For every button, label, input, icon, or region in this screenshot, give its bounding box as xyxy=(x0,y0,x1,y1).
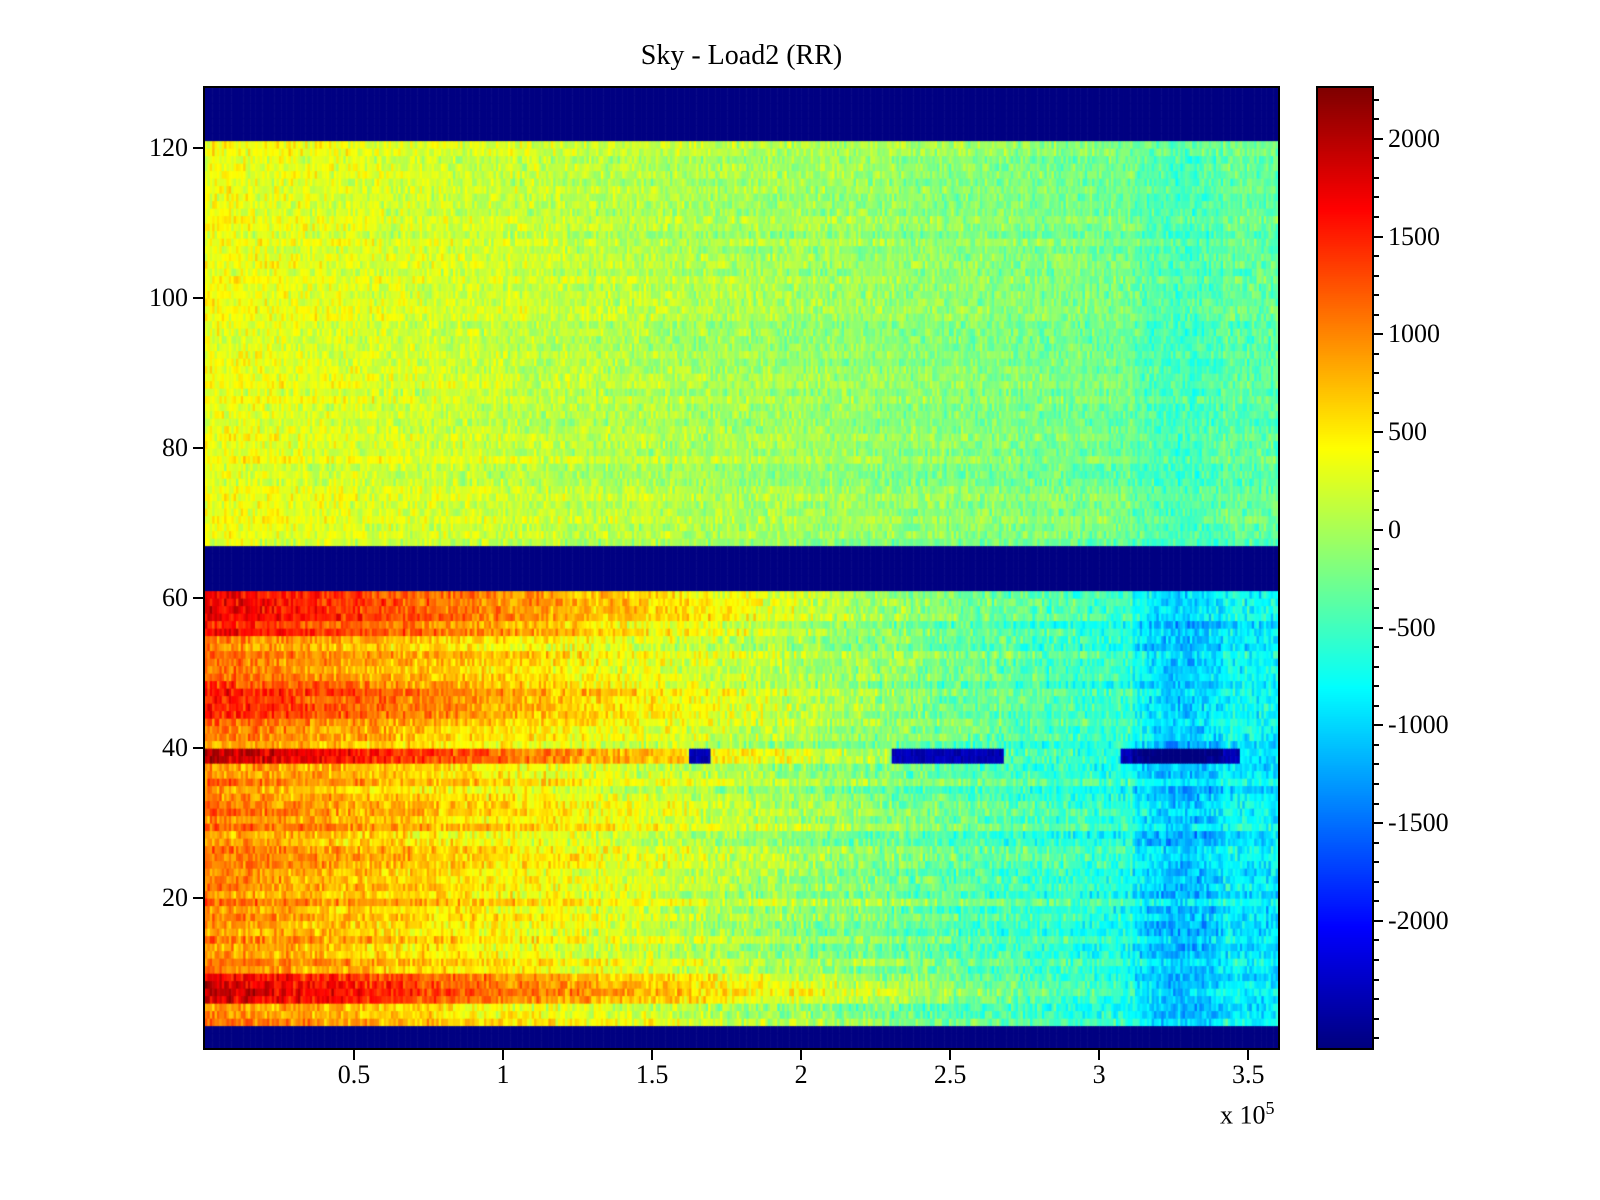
colorbar-minor-tick xyxy=(1374,587,1379,590)
x-tick-mark xyxy=(1098,1050,1101,1060)
x-tick-mark xyxy=(949,1050,952,1060)
x-tick-label: 2.5 xyxy=(933,1060,967,1089)
x-tick-label: 1.5 xyxy=(635,1060,669,1089)
colorbar-minor-tick xyxy=(1374,411,1379,414)
colorbar-minor-tick xyxy=(1374,607,1379,610)
y-tick-label: 20 xyxy=(162,883,188,912)
x-tick-label: 1 xyxy=(496,1060,510,1089)
y-tick-mark xyxy=(193,747,203,749)
colorbar-tick-label: 1500 xyxy=(1388,221,1440,251)
colorbar-major-tick xyxy=(1374,137,1383,140)
x-tick-mark xyxy=(800,1050,803,1060)
colorbar-minor-tick xyxy=(1374,841,1379,844)
chart-title: Sky - Load2 (RR) xyxy=(640,40,843,71)
colorbar-tick-label: 1000 xyxy=(1388,319,1440,349)
y-tick-label: 120 xyxy=(149,133,188,162)
colorbar-minor-tick xyxy=(1374,802,1379,805)
x-tick-label: 3.5 xyxy=(1231,1060,1265,1089)
colorbar-major-tick xyxy=(1374,235,1383,238)
colorbar-minor-tick xyxy=(1374,176,1379,179)
y-tick-mark xyxy=(193,147,203,149)
colorbar-minor-tick xyxy=(1374,372,1379,375)
colorbar-minor-tick xyxy=(1374,783,1379,786)
colorbar-minor-tick xyxy=(1374,216,1379,219)
colorbar-tick-label: 2000 xyxy=(1388,123,1440,153)
colorbar-minor-tick xyxy=(1374,685,1379,688)
colorbar-minor-tick xyxy=(1374,392,1379,394)
x-axis-exponent-label: x 105 xyxy=(1220,1098,1275,1131)
colorbar-major-tick xyxy=(1374,724,1383,727)
colorbar-tick-label: -1000 xyxy=(1388,710,1449,740)
x-offset-exponent: 5 xyxy=(1265,1098,1275,1118)
x-tick-mark xyxy=(1247,1050,1250,1060)
y-tick-label: 40 xyxy=(162,733,188,762)
colorbar-minor-tick xyxy=(1374,509,1379,512)
plot-border xyxy=(203,86,1280,1050)
colorbar-major-tick xyxy=(1374,431,1383,434)
colorbar-minor-tick xyxy=(1374,255,1379,258)
colorbar-gradient xyxy=(1318,88,1372,1048)
heatmap-canvas xyxy=(205,88,1278,1048)
colorbar-minor-tick xyxy=(1374,294,1379,297)
x-tick-label: 3 xyxy=(1092,1060,1106,1089)
colorbar-major-tick xyxy=(1374,528,1383,531)
colorbar-major-tick xyxy=(1374,822,1383,825)
colorbar-minor-tick xyxy=(1374,98,1379,101)
x-tick-label: 2 xyxy=(794,1060,808,1089)
colorbar-minor-tick xyxy=(1374,567,1379,570)
colorbar-minor-tick xyxy=(1374,1037,1379,1040)
colorbar-minor-tick xyxy=(1374,274,1379,277)
colorbar-tick-label: 500 xyxy=(1388,417,1427,447)
colorbar-border xyxy=(1316,86,1374,1050)
y-tick-mark xyxy=(193,897,203,899)
colorbar-minor-tick xyxy=(1374,861,1379,864)
colorbar-minor-tick xyxy=(1374,646,1379,649)
colorbar-tick-label: -2000 xyxy=(1388,905,1449,935)
y-tick-mark xyxy=(193,297,203,299)
colorbar-minor-tick xyxy=(1374,450,1379,453)
colorbar-minor-tick xyxy=(1374,196,1379,199)
colorbar-minor-tick xyxy=(1374,1017,1379,1020)
x-tick-mark xyxy=(651,1050,654,1060)
colorbar-tick-label: -500 xyxy=(1388,612,1436,642)
colorbar-minor-tick xyxy=(1374,352,1379,355)
x-tick-mark xyxy=(502,1050,505,1060)
x-tick-mark xyxy=(353,1050,356,1060)
colorbar-minor-tick xyxy=(1374,900,1379,903)
colorbar-minor-tick xyxy=(1374,665,1379,668)
colorbar-major-tick xyxy=(1374,919,1383,922)
y-tick-label: 60 xyxy=(162,583,188,612)
x-tick-label: 0.5 xyxy=(337,1060,371,1089)
colorbar-minor-tick xyxy=(1374,939,1379,942)
x-offset-prefix: x 10 xyxy=(1220,1100,1266,1130)
colorbar-tick-label: 0 xyxy=(1388,514,1401,544)
colorbar-minor-tick xyxy=(1374,118,1379,121)
colorbar-minor-tick xyxy=(1374,880,1379,883)
colorbar-minor-tick xyxy=(1374,313,1379,316)
colorbar-minor-tick xyxy=(1374,998,1379,1001)
colorbar-minor-tick xyxy=(1374,763,1379,766)
colorbar-major-tick xyxy=(1374,626,1383,629)
colorbar-tick-label: -1500 xyxy=(1388,808,1449,838)
y-tick-label: 80 xyxy=(162,433,188,462)
colorbar-major-tick xyxy=(1374,333,1383,336)
colorbar-minor-tick xyxy=(1374,704,1379,707)
colorbar-minor-tick xyxy=(1374,743,1379,746)
y-tick-mark xyxy=(193,447,203,449)
colorbar-minor-tick xyxy=(1374,157,1379,160)
colorbar-minor-tick xyxy=(1374,978,1379,981)
colorbar-minor-tick xyxy=(1374,470,1379,473)
colorbar-minor-tick xyxy=(1374,489,1379,492)
colorbar-minor-tick xyxy=(1374,959,1379,962)
y-tick-label: 100 xyxy=(149,283,188,312)
y-tick-mark xyxy=(193,597,203,599)
colorbar-minor-tick xyxy=(1374,548,1379,551)
